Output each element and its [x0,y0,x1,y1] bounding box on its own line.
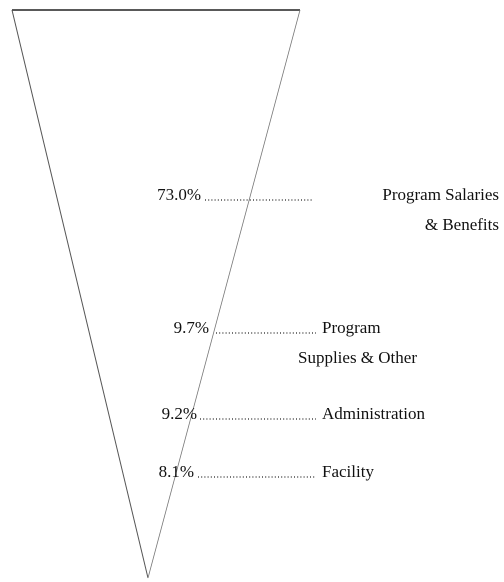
category-label: Administration [322,404,425,423]
category-label: Program Salaries & Benefits [382,185,499,234]
funnel-right [147,9,301,579]
value-label: 73.0% [157,185,201,204]
value-label: 9.7% [173,318,209,337]
category-label: Facility [322,462,374,481]
funnel-left [11,9,149,579]
category-label: Program Supplies & Other [298,318,417,367]
value-label: 9.2% [161,404,197,423]
value-label: 8.1% [158,462,194,481]
